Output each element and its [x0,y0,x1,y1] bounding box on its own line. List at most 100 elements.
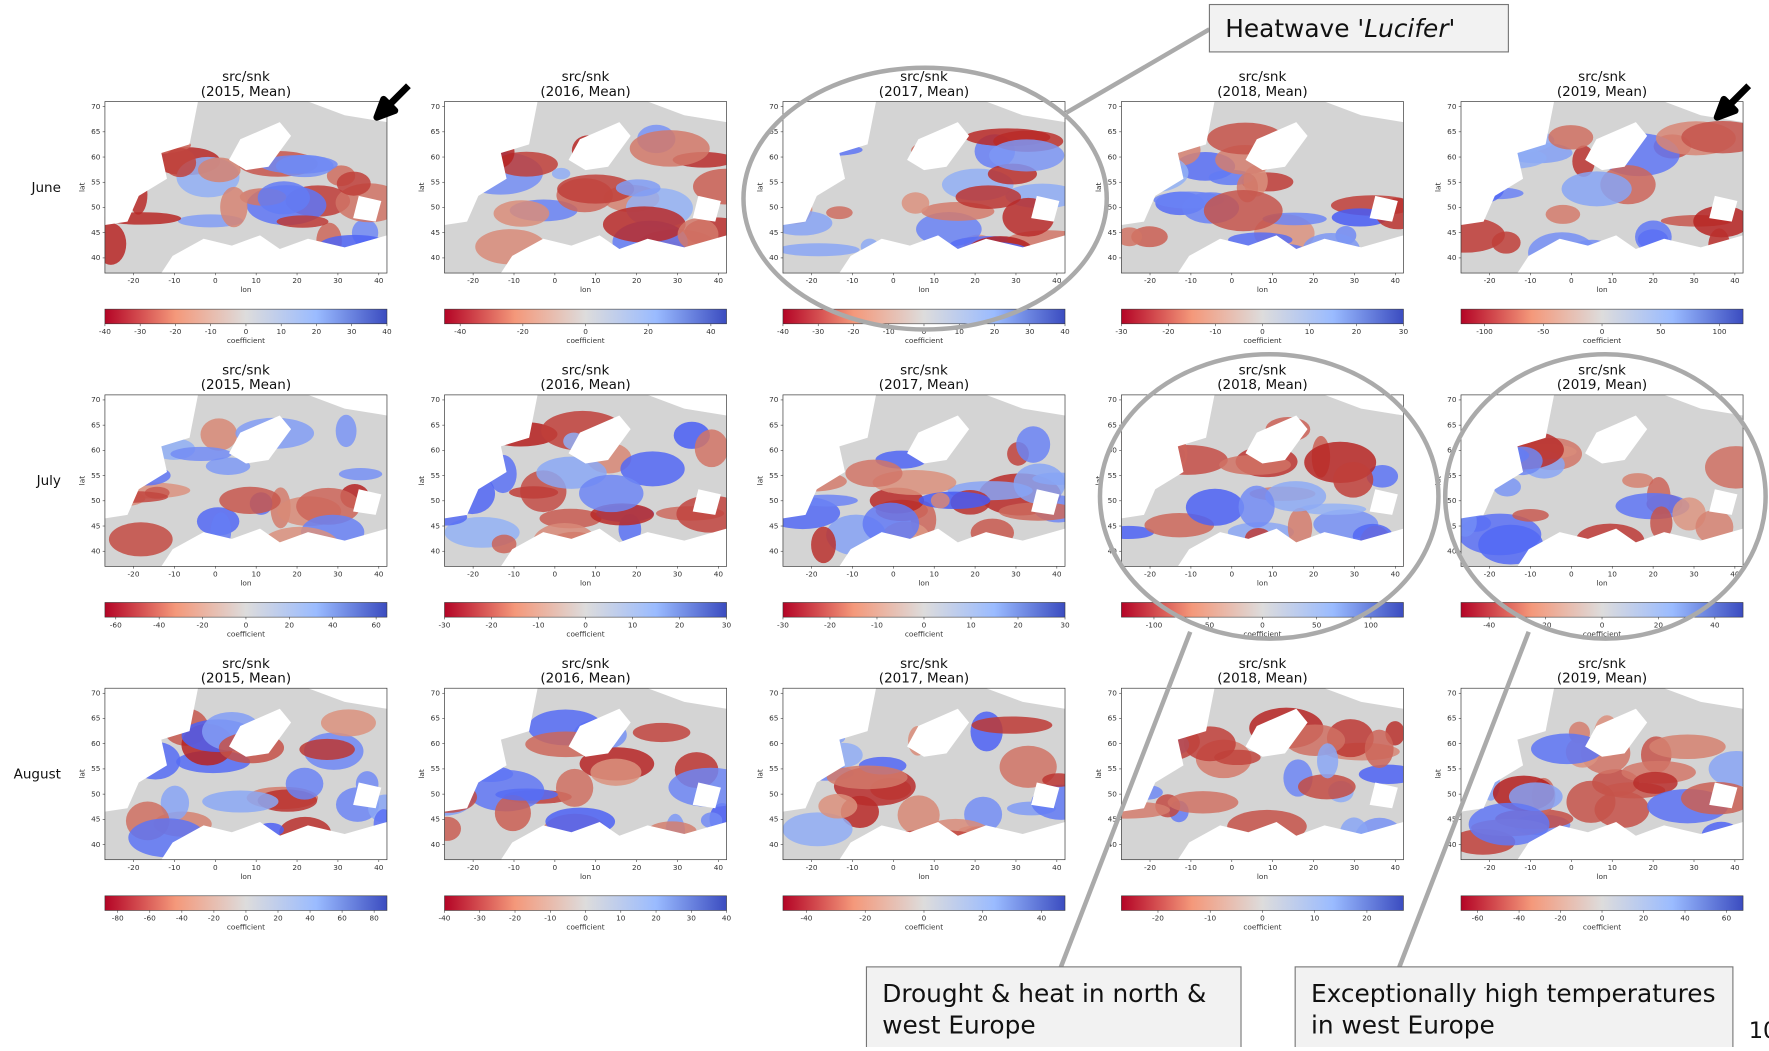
axes-frame [1121,687,1404,861]
y-tick-label: 45 [91,521,101,530]
sea [161,821,387,860]
colorbar-tick-label: 50 [1656,327,1666,336]
axes-frame [104,394,388,567]
colorbar-tick-label: -30 [134,327,146,336]
x-tick-label: 40 [1391,570,1401,579]
sea [353,195,382,222]
colorbar-tick-label: 20 [644,327,654,336]
x-tick-label: -10 [508,276,520,285]
colorbar-tick-label: -30 [1115,327,1127,336]
x-axis-label: lon [918,285,930,294]
panel-title: src/snk [1239,656,1287,672]
x-tick-label: 30 [1011,276,1021,285]
colorbar-tick-label: 40 [328,620,338,629]
x-tick-label: 30 [333,276,343,285]
x-tick-label: 10 [591,570,601,579]
y-tick-label: 40 [431,546,441,555]
colorbar-tick-label: 10 [955,327,965,336]
sea [353,489,382,515]
axes-frame [444,101,727,274]
map-panel: src/snk(2016, Mean) -20 -10 0 10 20 30 40 40 45 50… [417,656,732,932]
sea [1709,195,1738,222]
y-tick-label: 60 [1447,739,1457,748]
sea [307,688,387,709]
arrow-marker [1713,83,1752,121]
x-tick-label: -10 [508,570,520,579]
y-tick-label: 60 [431,152,441,161]
x-tick-label: 20 [1648,570,1658,579]
colorbar-tick-label: 0 [1600,620,1605,629]
y-tick-label: 55 [1108,471,1118,480]
x-tick-label: -10 [1185,276,1197,285]
y-tick-label: 70 [1447,395,1457,404]
y-tick-label: 50 [1447,496,1457,505]
map-patch [335,414,357,448]
map-patch [104,222,127,265]
sea [1121,394,1215,519]
y-tick-label: 55 [91,764,101,773]
y-tick-label: 65 [1108,420,1118,429]
colorbar-tick-label: 100 [1713,327,1727,336]
y-tick-label: 40 [1447,840,1457,849]
sea [1245,708,1308,757]
map-patch [220,186,248,228]
y-tick-label: 55 [1447,178,1457,187]
map [1461,688,1744,860]
map-patch [1681,121,1744,154]
y-axis-label: lat [78,476,87,486]
map-patch [1566,780,1616,823]
y-tick-label: 45 [91,228,101,237]
colorbar-tick-label: 40 [1680,914,1690,923]
sea [1121,688,1215,812]
y-tick-label: 70 [91,102,101,111]
colorbar-tick-label: -20 [1152,914,1164,923]
y-tick-label: 65 [769,127,779,136]
map-panel: src/snk(2017, Mean) -20 -10 0 10 20 30 40 40 45 50… [756,363,1070,639]
x-tick-label: 10 [930,863,940,872]
y-tick-label: 65 [431,127,441,136]
colorbar [782,895,1066,911]
y-tick-label: 65 [1447,714,1457,723]
x-tick-label: 0 [1229,863,1234,872]
colorbar-tick-label: -20 [486,620,498,629]
y-tick-label: 70 [431,395,441,404]
map-patch [1317,743,1339,779]
map-patch [276,215,329,228]
sea [1664,688,1744,709]
y-tick-label: 55 [91,178,101,187]
colorbar [444,308,727,325]
sea [1585,122,1648,171]
x-tick-label: 0 [213,570,218,579]
x-tick-label: -20 [467,570,479,579]
colorbar-tick-label: 20 [273,914,283,923]
colorbar-tick-label: -100 [1146,620,1163,629]
x-tick-label: 40 [1052,863,1062,872]
map-patch [811,526,836,564]
x-tick-label: 10 [930,570,940,579]
y-tick-label: 60 [769,446,779,455]
sea [1517,528,1744,567]
x-axis-label: lon [580,872,592,881]
sea [104,101,198,226]
y-tick-label: 45 [1447,228,1457,237]
y-tick-label: 60 [431,446,441,455]
map-patch [285,767,324,800]
colorbar-label: coefficient [227,336,265,345]
colorbar-tick-label: 20 [285,620,295,629]
y-tick-label: 45 [431,815,441,824]
y-tick-label: 55 [1108,764,1118,773]
map-panel: src/snk(2015, Mean) -20 -10 0 10 20 30 40 40 45 50… [78,69,392,345]
y-tick-label: 40 [769,253,779,262]
colorbar-tick-label: -40 [454,327,466,336]
map-patch [1548,125,1594,150]
colorbar [1121,895,1404,911]
colorbar-tick-label: -10 [533,620,545,629]
colorbar-tick-label: 40 [722,914,732,923]
x-tick-label: 10 [1268,276,1278,285]
y-tick-label: 65 [769,714,779,723]
axes-frame [1121,394,1404,567]
sea [104,394,198,519]
callout-text: Heatwave 'Lucifer' [1225,14,1455,43]
sea [839,528,1066,567]
map [444,688,727,860]
